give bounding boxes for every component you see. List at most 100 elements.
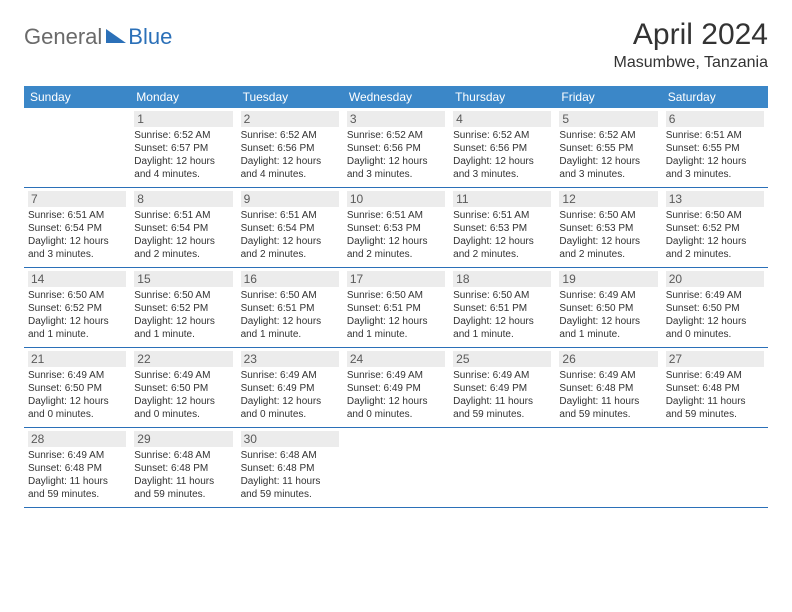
sunset-text: Sunset: 6:51 PM [241,302,339,315]
daylight-text: Daylight: 12 hours [347,395,445,408]
sunset-text: Sunset: 6:52 PM [134,302,232,315]
daylight-text: Daylight: 12 hours [28,395,126,408]
day-number: 4 [453,111,551,127]
sunrise-text: Sunrise: 6:51 AM [347,209,445,222]
day-number: 8 [134,191,232,207]
sunset-text: Sunset: 6:54 PM [134,222,232,235]
daylight-text: Daylight: 11 hours [666,395,764,408]
calendar-cell: 23Sunrise: 6:49 AMSunset: 6:49 PMDayligh… [237,348,343,427]
daylight-text: and 3 minutes. [347,168,445,181]
sunrise-text: Sunrise: 6:51 AM [453,209,551,222]
calendar-cell: 8Sunrise: 6:51 AMSunset: 6:54 PMDaylight… [130,188,236,267]
sunrise-text: Sunrise: 6:49 AM [453,369,551,382]
calendar-cell: 11Sunrise: 6:51 AMSunset: 6:53 PMDayligh… [449,188,555,267]
daylight-text: and 0 minutes. [28,408,126,421]
sunset-text: Sunset: 6:52 PM [28,302,126,315]
sunrise-text: Sunrise: 6:50 AM [241,289,339,302]
page-header: General Blue April 2024 Masumbwe, Tanzan… [24,18,768,72]
day-number: 28 [28,431,126,447]
sunset-text: Sunset: 6:56 PM [347,142,445,155]
calendar-cell: 15Sunrise: 6:50 AMSunset: 6:52 PMDayligh… [130,268,236,347]
daylight-text: Daylight: 12 hours [666,155,764,168]
daylight-text: and 0 minutes. [666,328,764,341]
daylight-text: and 2 minutes. [241,248,339,261]
sunset-text: Sunset: 6:48 PM [666,382,764,395]
calendar-week: 14Sunrise: 6:50 AMSunset: 6:52 PMDayligh… [24,268,768,348]
logo-text-blue: Blue [128,24,172,50]
day-header: Tuesday [237,86,343,108]
sunset-text: Sunset: 6:48 PM [241,462,339,475]
daylight-text: and 1 minute. [28,328,126,341]
sunset-text: Sunset: 6:51 PM [347,302,445,315]
daylight-text: and 2 minutes. [134,248,232,261]
daylight-text: and 3 minutes. [666,168,764,181]
day-number: 22 [134,351,232,367]
sunset-text: Sunset: 6:49 PM [453,382,551,395]
day-number: 27 [666,351,764,367]
daylight-text: and 4 minutes. [241,168,339,181]
day-number: 13 [666,191,764,207]
calendar-cell: 6Sunrise: 6:51 AMSunset: 6:55 PMDaylight… [662,108,768,187]
daylight-text: Daylight: 12 hours [453,235,551,248]
sunrise-text: Sunrise: 6:50 AM [559,209,657,222]
daylight-text: and 1 minute. [453,328,551,341]
sunset-text: Sunset: 6:53 PM [453,222,551,235]
daylight-text: and 1 minute. [559,328,657,341]
sunrise-text: Sunrise: 6:52 AM [241,129,339,142]
daylight-text: Daylight: 12 hours [453,315,551,328]
calendar-cell: 5Sunrise: 6:52 AMSunset: 6:55 PMDaylight… [555,108,661,187]
sunrise-text: Sunrise: 6:50 AM [453,289,551,302]
sunrise-text: Sunrise: 6:49 AM [666,289,764,302]
calendar-cell: 1Sunrise: 6:52 AMSunset: 6:57 PMDaylight… [130,108,236,187]
daylight-text: and 0 minutes. [241,408,339,421]
daylight-text: Daylight: 12 hours [559,315,657,328]
daylight-text: Daylight: 11 hours [559,395,657,408]
daylight-text: Daylight: 12 hours [241,155,339,168]
calendar-cell: 30Sunrise: 6:48 AMSunset: 6:48 PMDayligh… [237,428,343,507]
calendar-cell: 3Sunrise: 6:52 AMSunset: 6:56 PMDaylight… [343,108,449,187]
sunrise-text: Sunrise: 6:52 AM [559,129,657,142]
day-number: 16 [241,271,339,287]
daylight-text: and 0 minutes. [134,408,232,421]
sunset-text: Sunset: 6:48 PM [134,462,232,475]
day-number: 26 [559,351,657,367]
sunrise-text: Sunrise: 6:50 AM [28,289,126,302]
day-number: 15 [134,271,232,287]
daylight-text: Daylight: 12 hours [666,235,764,248]
day-number: 14 [28,271,126,287]
sunset-text: Sunset: 6:53 PM [347,222,445,235]
day-number: 18 [453,271,551,287]
daylight-text: Daylight: 12 hours [241,395,339,408]
daylight-text: Daylight: 12 hours [134,395,232,408]
sunset-text: Sunset: 6:52 PM [666,222,764,235]
daylight-text: and 3 minutes. [453,168,551,181]
calendar-cell [449,428,555,507]
sunrise-text: Sunrise: 6:49 AM [28,369,126,382]
day-number: 21 [28,351,126,367]
day-number: 29 [134,431,232,447]
calendar-cell [343,428,449,507]
sunrise-text: Sunrise: 6:48 AM [241,449,339,462]
sunset-text: Sunset: 6:55 PM [666,142,764,155]
daylight-text: Daylight: 12 hours [666,315,764,328]
sunrise-text: Sunrise: 6:51 AM [134,209,232,222]
calendar-cell: 2Sunrise: 6:52 AMSunset: 6:56 PMDaylight… [237,108,343,187]
title-block: April 2024 Masumbwe, Tanzania [614,18,768,72]
day-number: 3 [347,111,445,127]
daylight-text: Daylight: 11 hours [453,395,551,408]
sunrise-text: Sunrise: 6:49 AM [666,369,764,382]
sunrise-text: Sunrise: 6:51 AM [28,209,126,222]
day-number: 23 [241,351,339,367]
sunset-text: Sunset: 6:49 PM [241,382,339,395]
day-header: Monday [130,86,236,108]
calendar-week: 7Sunrise: 6:51 AMSunset: 6:54 PMDaylight… [24,188,768,268]
calendar-cell [24,108,130,187]
calendar-cell: 14Sunrise: 6:50 AMSunset: 6:52 PMDayligh… [24,268,130,347]
day-header-row: Sunday Monday Tuesday Wednesday Thursday… [24,86,768,108]
calendar-cell: 16Sunrise: 6:50 AMSunset: 6:51 PMDayligh… [237,268,343,347]
calendar-cell: 7Sunrise: 6:51 AMSunset: 6:54 PMDaylight… [24,188,130,267]
daylight-text: and 59 minutes. [666,408,764,421]
daylight-text: Daylight: 11 hours [134,475,232,488]
sunrise-text: Sunrise: 6:50 AM [666,209,764,222]
daylight-text: Daylight: 12 hours [347,315,445,328]
